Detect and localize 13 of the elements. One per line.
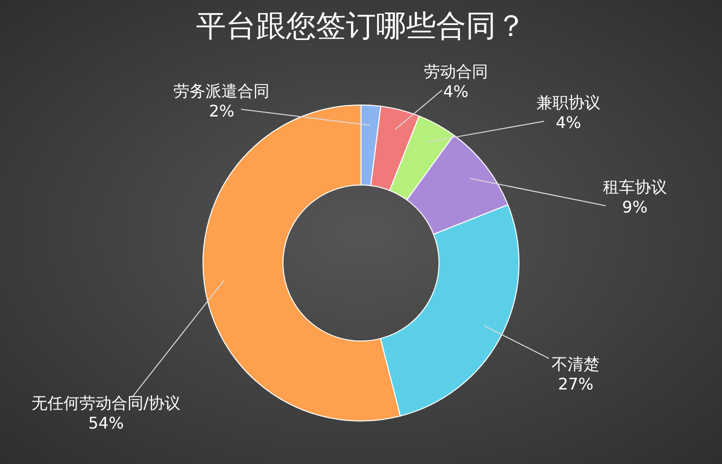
slice-label: 租车协议	[602, 178, 667, 197]
slice-label: 劳动合同	[424, 62, 488, 82]
data-label: 54%	[88, 413, 124, 432]
data-label: 27%	[558, 374, 594, 394]
slice-label: 无任何劳动合同/协议	[31, 393, 181, 412]
chart-title: 平台跟您签订哪些合同？	[196, 9, 526, 44]
data-label: 9%	[622, 198, 648, 217]
slice-label: 劳务派遣合同	[174, 81, 270, 100]
slice-label: 兼职协议	[536, 93, 600, 112]
data-label: 4%	[556, 113, 582, 132]
data-label: 2%	[208, 101, 234, 120]
slice-label: 不清楚	[552, 354, 600, 374]
data-label: 4%	[443, 82, 468, 102]
